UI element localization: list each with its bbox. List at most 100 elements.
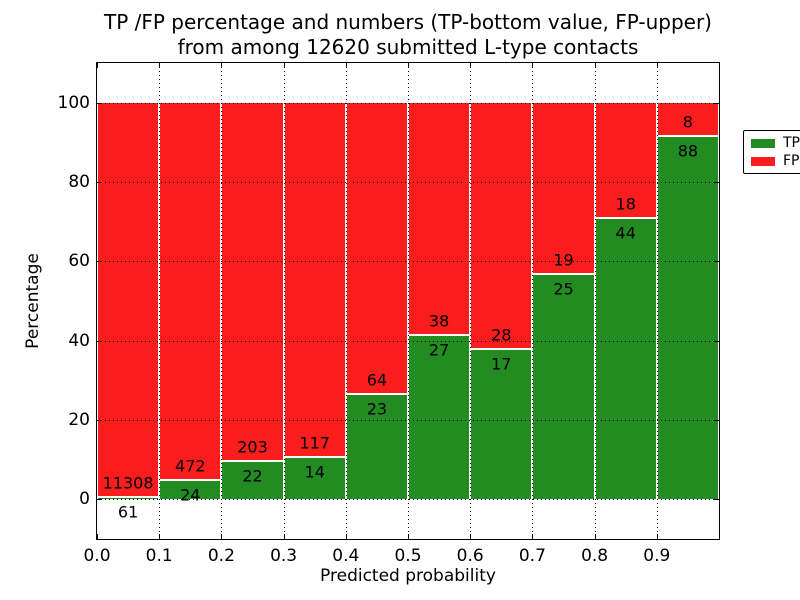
fp-count-label: 18: [615, 194, 636, 214]
bar-segment-tp: [408, 334, 471, 500]
y-tick-label: 60: [68, 251, 90, 272]
bar-segment-tp: [470, 349, 533, 500]
bar-segment-tp: [656, 135, 719, 500]
bar-segment-fp: [532, 102, 595, 274]
tp-count-label: 22: [242, 466, 263, 486]
tp-count-label: 27: [428, 340, 450, 360]
plot-area: TP FP 11308 61 472 24 203 22 117 14 64 23 38 27 28 17…: [96, 62, 800, 540]
tp-count-label: 88: [677, 141, 699, 161]
chart-title: TP /FP percentage and numbers (TP-bottom…: [96, 10, 720, 60]
bar-segment-fp: [345, 102, 408, 395]
x-axis-tick-top: [345, 63, 347, 68]
y-axis-tick-right: [714, 182, 719, 183]
tp-count-label: 24: [180, 485, 201, 505]
x-axis-tick: [345, 534, 347, 539]
tp-count-label: 14: [304, 462, 325, 482]
x-tick-label: 0.4: [332, 546, 360, 566]
x-tick-label: 0.0: [83, 546, 111, 566]
fp-count-label: 203: [237, 437, 268, 457]
legend-item-tp: TP: [751, 136, 800, 150]
bar-segment-fp: [283, 102, 346, 457]
legend-item-fp: FP: [751, 154, 800, 168]
x-axis-tick: [532, 534, 534, 539]
y-axis-tick-right: [714, 261, 719, 263]
x-axis-tick: [159, 534, 161, 539]
bar-segment-tp: [532, 273, 595, 500]
x-axis-tick-top: [470, 63, 472, 68]
fp-count-label: 8: [682, 112, 693, 132]
bar-segment-fp: [159, 102, 222, 481]
x-axis-tick: [470, 534, 472, 539]
gridline-vertical: [532, 63, 534, 539]
x-axis-tick-top: [532, 63, 534, 68]
x-axis-tick-top: [159, 63, 161, 68]
y-axis-tick-right: [714, 102, 719, 104]
fp-count-label: 19: [553, 250, 574, 270]
x-axis-tick-top: [221, 63, 223, 68]
fp-count-label: 64: [366, 370, 388, 390]
fp-count-label: 117: [299, 433, 330, 453]
legend-label-fp: FP: [783, 153, 800, 169]
gridline-vertical: [408, 63, 409, 539]
gridline-vertical: [470, 63, 472, 539]
y-axis-tick: [97, 420, 102, 421]
fp-count-label: 472: [175, 456, 206, 476]
x-tick-label: 0.3: [270, 546, 298, 566]
x-tick-label: 0.8: [581, 546, 609, 566]
fp-count-label: 38: [428, 311, 450, 331]
x-axis-tick-top: [408, 63, 409, 68]
bar-segment-fp: [470, 102, 533, 350]
y-axis-tick-right: [714, 499, 719, 501]
gridline-vertical: [594, 63, 596, 539]
x-axis-tick-top: [97, 63, 98, 68]
y-tick-label: 20: [68, 410, 90, 430]
y-axis-tick-right: [714, 420, 719, 421]
x-axis-tick-top: [594, 63, 596, 68]
fp-count-label: 28: [491, 325, 512, 345]
x-axis-tick: [283, 534, 285, 539]
y-axis-tick: [97, 182, 102, 183]
bar-segment-tp: [283, 456, 346, 500]
y-tick-label: 100: [57, 92, 90, 113]
tp-count-label: 25: [553, 279, 574, 299]
y-axis-tick-right: [714, 340, 719, 342]
gridline-vertical: [221, 63, 223, 539]
bar-segment-fp: [97, 102, 160, 498]
chart-title-line1: TP /FP percentage and numbers (TP-bottom…: [104, 10, 712, 34]
bar-segment-fp: [656, 102, 719, 136]
x-axis-tick: [656, 534, 658, 539]
x-axis-label: Predicted probability: [320, 566, 496, 586]
gridline-vertical: [345, 63, 347, 539]
chart-title-line2: from among 12620 submitted L-type contac…: [177, 35, 639, 59]
y-axis-tick: [97, 102, 102, 104]
y-axis-tick: [97, 340, 102, 342]
gridline-vertical: [159, 63, 161, 539]
bar-segment-fp: [594, 102, 657, 218]
x-tick-label: 0.1: [145, 546, 173, 566]
bar-segment-fp: [221, 102, 284, 461]
x-axis-tick-top: [283, 63, 285, 68]
bar-segment-tp: [221, 460, 284, 500]
x-axis-tick-top: [656, 63, 658, 68]
fp-color-swatch: [751, 156, 775, 166]
tp-count-label: 44: [615, 223, 636, 243]
bar-segment-fp: [408, 102, 471, 335]
tp-count-label: 17: [491, 354, 512, 374]
tp-color-swatch: [751, 138, 775, 148]
x-axis-tick: [408, 534, 409, 539]
y-tick-label: 0: [79, 489, 90, 510]
y-tick-label: 40: [68, 330, 90, 351]
bar-segment-tp: [594, 217, 657, 500]
gridline-vertical: [656, 63, 658, 539]
x-axis-tick: [221, 534, 223, 539]
legend: TP FP: [743, 130, 800, 174]
x-tick-label: 0.6: [456, 546, 484, 566]
x-tick-label: 0.7: [518, 546, 546, 566]
x-axis-tick: [97, 534, 98, 539]
legend-label-tp: TP: [783, 135, 800, 151]
tp-count-label: 23: [366, 399, 388, 419]
x-tick-label: 0.2: [207, 546, 235, 566]
bar-segment-tp: [345, 394, 408, 500]
fp-count-label: 11308: [102, 473, 154, 493]
